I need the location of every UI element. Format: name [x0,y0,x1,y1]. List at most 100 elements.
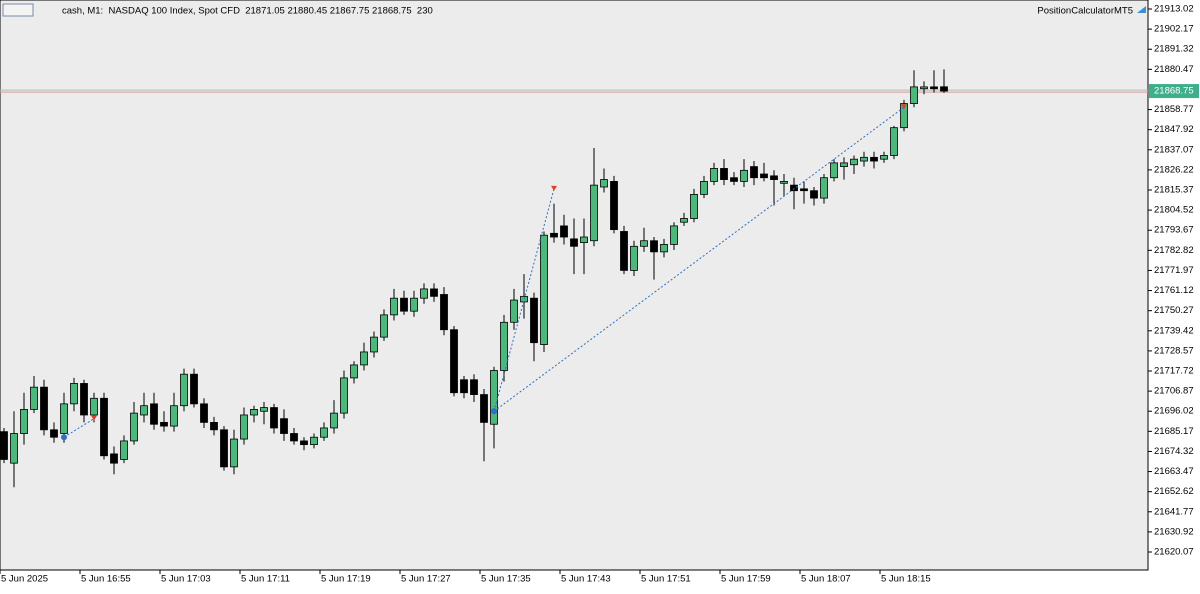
candle-body [890,127,898,156]
x-tick-label: 5 Jun 17:59 [721,574,771,585]
candle-body [720,168,728,180]
candle-body [100,397,108,457]
candle-body [120,440,128,460]
y-tick-label: 21652.62 [1154,486,1194,497]
x-tick-label: 5 Jun 16:55 [81,574,131,585]
candle-body [800,188,808,192]
candle-body [20,409,28,434]
trade-exit [91,415,97,421]
candle-body [600,179,608,188]
y-tick-label: 21913.02 [1154,4,1194,15]
y-tick-label: 21717.72 [1154,366,1194,377]
y-tick-label: 21674.32 [1154,446,1194,457]
candle-body [400,297,408,312]
x-tick-label: 5 Jun 18:07 [801,574,851,585]
candle-body [390,297,398,316]
trade-line [63,418,95,438]
candle-body [140,405,148,416]
candle-body [200,403,208,423]
candle-body [840,162,848,167]
candle-body [680,218,688,223]
y-tick-label: 21641.77 [1154,506,1194,517]
candle-body [60,403,68,434]
candle-body [150,403,158,425]
candle-body [580,236,588,243]
y-tick-label: 21771.97 [1154,265,1194,276]
y-tick-label: 21685.17 [1154,426,1194,437]
candle-body [670,225,678,245]
candle-body [620,231,628,271]
candle-body [780,181,788,184]
candle-body [40,386,48,431]
candle-body [170,405,178,427]
y-tick-label: 21663.47 [1154,466,1194,477]
chart-header: cash, M1: NASDAQ 100 Index, Spot CFD 218… [62,6,433,17]
candle-body [450,329,458,394]
trade-exit [551,185,557,191]
candle-body [550,232,558,238]
candle-body [630,245,638,271]
plot-area [0,0,1149,571]
candle-body [740,169,748,182]
candle-body [560,225,568,238]
candle-body [340,377,348,414]
x-tick-label: 5 Jun 17:51 [641,574,691,585]
current-price-label: 21868.75 [1154,86,1194,97]
y-tick-label: 21804.52 [1154,205,1194,216]
candle-body [410,297,418,312]
candle-body [880,155,888,160]
candle-body [320,427,328,438]
candle-body [70,383,78,405]
candle-body [190,373,198,405]
candle-body [160,421,168,427]
candle-body [10,433,18,464]
candle-body [330,412,338,429]
trade-entry [491,408,497,415]
candle-body [700,181,708,195]
y-tick-label: 21620.07 [1154,547,1194,558]
candle-body [920,86,928,90]
candle-body [280,418,288,434]
candle-body [770,175,778,180]
x-tick-label: 5 Jun 17:35 [481,574,531,585]
candle-body [830,162,838,179]
candle-body [860,156,868,162]
x-tick-label: 5 Jun 18:15 [881,574,931,585]
y-tick-label: 21902.17 [1154,24,1194,35]
y-tick-label: 21706.87 [1154,386,1194,397]
x-tick-label: 5 Jun 17:19 [321,574,371,585]
candle-body [380,314,388,338]
candle-body [930,86,938,90]
candle-body [730,177,738,182]
candle-body [910,86,918,104]
y-tick-label: 21858.77 [1154,104,1194,115]
candle-body [300,440,308,446]
candle-body [350,364,358,379]
candle-body [290,433,298,442]
y-tick-label: 21837.07 [1154,144,1194,155]
candle-body [640,240,648,247]
candle-body [430,288,438,297]
candle-body [220,429,228,468]
trade-line [493,106,905,412]
x-tick-label: 5 Jun 17:27 [401,574,451,585]
candle-body [260,407,268,412]
candle-body [790,184,798,192]
candle-body [570,238,578,247]
candle-body [650,240,658,253]
candle-body [30,386,38,410]
candle-body [900,103,908,129]
candle-body [80,383,88,416]
candle-body [530,297,538,344]
candle-body [940,86,948,92]
window-icon [2,3,34,17]
y-tick-label: 21880.47 [1154,64,1194,75]
candle-body [180,373,188,407]
candle-body [870,156,878,162]
y-tick-label: 21761.12 [1154,285,1194,296]
trade-entry [61,434,67,441]
candle-body [660,244,668,253]
indicator-label: PositionCalculatorMT5 [1037,6,1133,17]
